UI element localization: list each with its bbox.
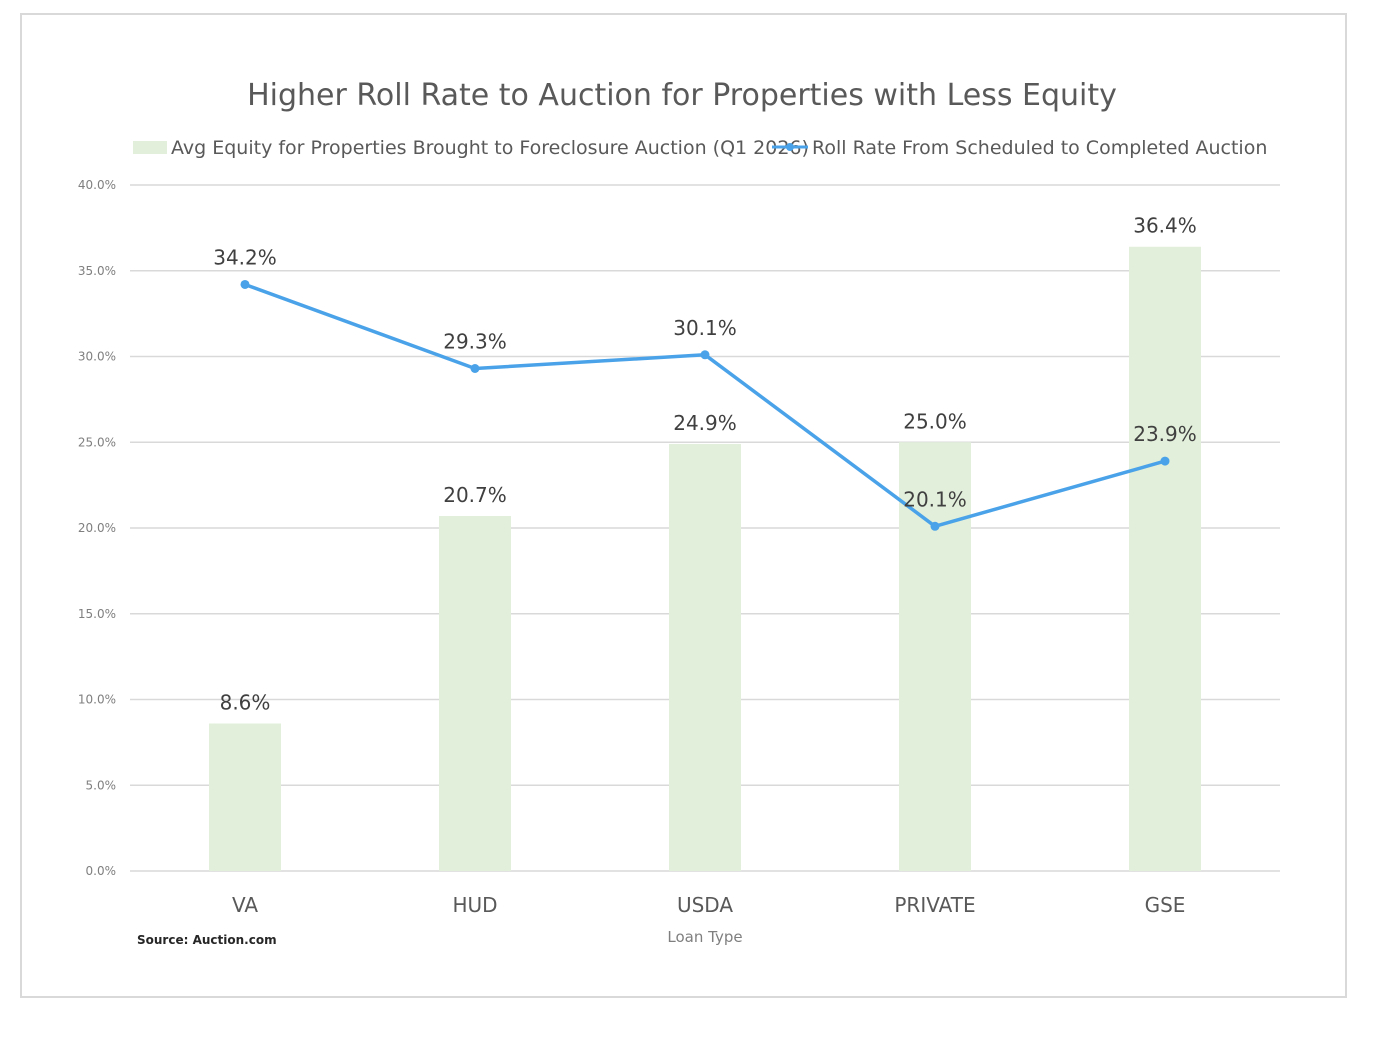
- bar-data-label: 24.9%: [673, 411, 737, 435]
- line-data-labels: 34.2% 29.3% 30.1% 20.1% 23.9%: [213, 245, 1197, 511]
- bar-series: [209, 246, 1201, 872]
- bar-gse: [1129, 246, 1201, 872]
- legend-bar-label: Avg Equity for Properties Brought to For…: [171, 137, 809, 159]
- bar-hud: [439, 515, 511, 871]
- x-tick-label: USDA: [677, 893, 733, 917]
- line-data-label: 23.9%: [1133, 422, 1197, 446]
- bar-data-labels: 8.6% 20.7% 24.9% 25.0% 36.4%: [220, 214, 1197, 715]
- bar-data-label: 20.7%: [443, 483, 507, 507]
- y-tick-label: 40.0%: [78, 178, 116, 192]
- x-axis-title: Loan Type: [667, 928, 742, 946]
- legend-bar-swatch: [133, 141, 167, 154]
- bar-data-label: 36.4%: [1133, 214, 1197, 238]
- y-tick-label: 10.0%: [78, 693, 116, 707]
- x-tick-label: GSE: [1145, 893, 1186, 917]
- legend: Avg Equity for Properties Brought to For…: [133, 137, 1267, 159]
- y-tick-label: 15.0%: [78, 607, 116, 621]
- line-data-label: 34.2%: [213, 245, 277, 269]
- line-point-va: [240, 279, 250, 289]
- bar-private: [899, 442, 971, 871]
- y-tick-label: 5.0%: [86, 778, 117, 792]
- chart-title: Higher Roll Rate to Auction for Properti…: [247, 78, 1117, 113]
- line-data-label: 30.1%: [673, 316, 737, 340]
- x-tick-label: HUD: [452, 893, 497, 917]
- x-tick-label: VA: [232, 893, 258, 917]
- source-note: Source: Auction.com: [137, 933, 277, 947]
- bar-usda: [669, 443, 741, 871]
- y-tick-label: 30.0%: [78, 350, 116, 364]
- line-point-hud: [470, 364, 480, 374]
- x-axis-ticks: VA HUD USDA PRIVATE GSE: [232, 893, 1185, 917]
- line-point-private: [930, 521, 940, 531]
- line-series: [240, 279, 1170, 531]
- line-point-usda: [700, 350, 710, 360]
- line-point-gse: [1160, 456, 1170, 466]
- legend-line-marker: [786, 143, 794, 151]
- legend-line-label: Roll Rate From Scheduled to Completed Au…: [812, 137, 1267, 159]
- y-axis-ticks: 0.0% 5.0% 10.0% 15.0% 20.0% 25.0% 30.0% 35.0% 40…: [78, 178, 116, 878]
- x-tick-label: PRIVATE: [894, 893, 975, 917]
- bar-va: [209, 723, 281, 871]
- line-data-label: 29.3%: [443, 330, 507, 354]
- y-tick-label: 20.0%: [78, 521, 116, 535]
- y-tick-label: 25.0%: [78, 435, 116, 449]
- y-tick-label: 0.0%: [86, 864, 117, 878]
- y-tick-label: 35.0%: [78, 264, 116, 278]
- bar-data-label: 25.0%: [903, 409, 967, 433]
- bar-data-label: 8.6%: [220, 691, 271, 715]
- line-data-label: 20.1%: [903, 487, 967, 511]
